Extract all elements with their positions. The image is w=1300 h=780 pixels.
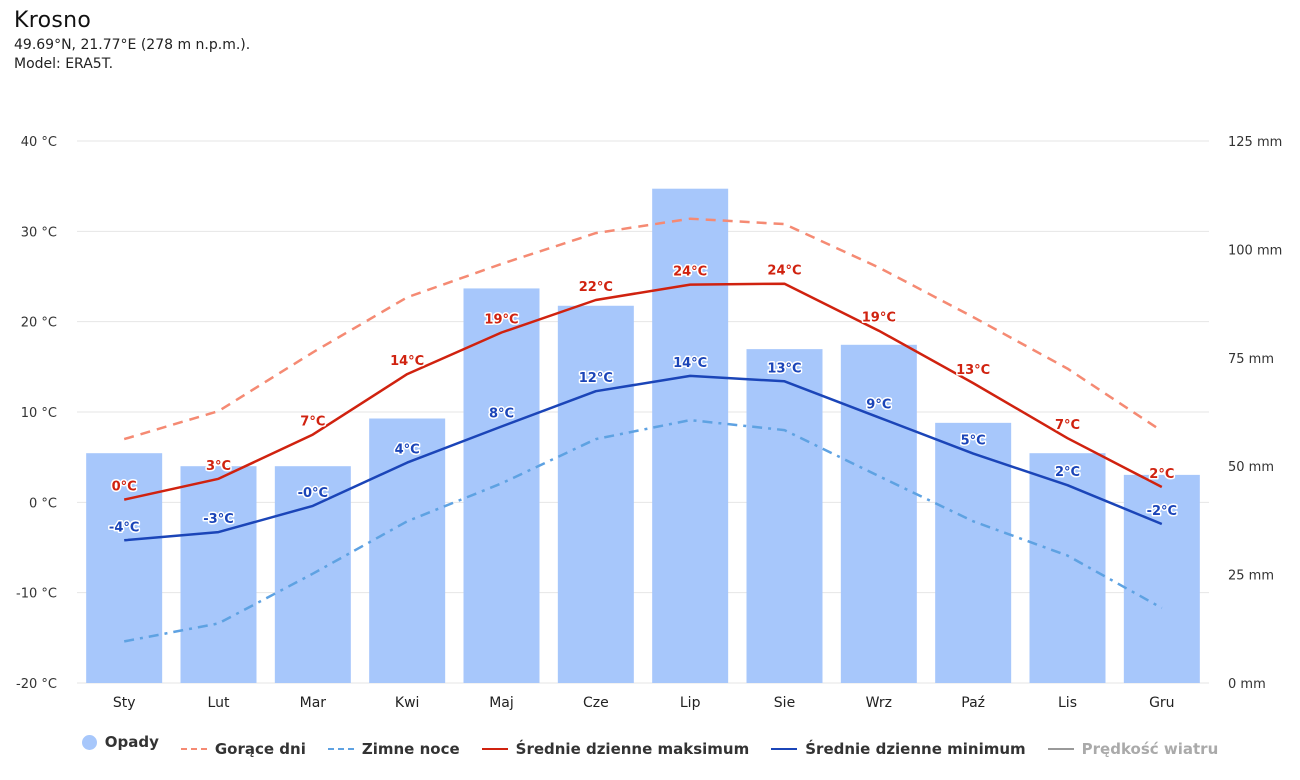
x-category-label: Kwi [395, 695, 420, 711]
legend-label: Opady [104, 733, 159, 751]
x-category-label: Lis [1058, 695, 1077, 711]
precipitation-bar [840, 344, 917, 683]
y-left-tick-label: 0 °C [29, 496, 57, 511]
data-label: 24°C [673, 265, 707, 280]
precipitation-bar [463, 288, 540, 683]
precipitation-bars [86, 188, 1200, 684]
x-category-label: Maj [489, 695, 514, 711]
data-label: -2°C [1147, 504, 1177, 519]
data-label: 13°C [956, 363, 990, 378]
location-title: Krosno [14, 8, 92, 33]
data-label: 24°C [767, 264, 801, 279]
legend-label: Średnie dzienne minimum [805, 739, 1026, 758]
data-label: 0°C [112, 480, 137, 495]
data-label: -4°C [109, 520, 139, 535]
data-labels: 0°C 3°C 7°C 14°C 19°C 22°C 24°C 24°C 19°C 13°C 7°C… [107, 262, 1178, 537]
x-category-label: Paź [961, 695, 985, 711]
y-right-tick-label: 0 mm [1228, 677, 1266, 692]
y-left-tick-label: 10 °C [21, 406, 57, 421]
y-left-tick-label: 20 °C [21, 316, 57, 331]
data-label: 22°C [579, 280, 613, 295]
data-label: 13°C [767, 361, 801, 376]
legend-item-3[interactable]: Zimne noce [327, 739, 460, 758]
data-label: 12°C [579, 371, 613, 386]
legend-line-icon [771, 747, 798, 750]
y-left-tick-label: 40 °C [21, 135, 57, 150]
x-category-label: Cze [583, 695, 609, 711]
data-label: 14°C [673, 356, 707, 371]
y-left-tick-label: 30 °C [21, 225, 57, 240]
data-label: 7°C [1055, 418, 1080, 433]
y-left-tick-label: -10 °C [16, 587, 57, 602]
legend-line-icon [180, 747, 207, 750]
x-category-label: Lut [208, 695, 230, 711]
data-label: 3°C [206, 459, 231, 474]
precipitation-bar [746, 349, 823, 683]
hot-days-line [123, 217, 1163, 441]
data-label: 2°C [1055, 465, 1080, 480]
mean-daily-min-line [124, 374, 1163, 542]
data-label: 19°C [862, 311, 896, 326]
x-category-label: Sty [113, 695, 136, 711]
model-text: Model: ERA5T. [14, 56, 114, 72]
legend-item-6[interactable]: Prędkość wiatru [1047, 739, 1219, 758]
precipitation-bar [86, 453, 163, 683]
legend-label: Prędkość wiatru [1081, 739, 1219, 758]
x-category-label: Gru [1149, 695, 1174, 711]
axes: 40 °C 30 °C 20 °C 10 °C 0 °C -10 °C -20 °C 125 … [16, 135, 1282, 711]
y-left-tick-label: -20 °C [16, 677, 57, 692]
data-label: 2°C [1149, 467, 1174, 482]
data-label: 14°C [390, 354, 424, 369]
x-category-label: Sie [774, 695, 795, 711]
data-label: -3°C [203, 512, 233, 527]
precipitation-bar [1123, 474, 1200, 683]
legend-label: Gorące dni [214, 739, 306, 758]
data-label: 19°C [484, 313, 518, 328]
header: Krosno 49.69°N, 21.77°E (278 m n.p.m.). … [14, 8, 250, 74]
precipitation-bar [935, 422, 1012, 683]
legend-line-icon [481, 747, 508, 750]
data-label: 5°C [961, 434, 986, 449]
y-right-tick-label: 125 mm [1228, 135, 1282, 150]
precipitation-bar [369, 418, 446, 683]
cold-nights-line [123, 418, 1163, 643]
legend-label: Zimne noce [361, 739, 460, 758]
y-right-tick-label: 100 mm [1228, 243, 1282, 258]
y-right-tick-label: 75 mm [1228, 352, 1274, 367]
x-category-label: Mar [300, 695, 327, 711]
legend-item-4[interactable]: Średnie dzienne maksimum [481, 739, 750, 758]
temperature-lines [123, 217, 1163, 643]
mean-daily-max-line [123, 282, 1163, 501]
legend-item-2[interactable]: Gorące dni [180, 739, 306, 758]
legend: Opady Gorące dni Zimne noce Średnie dzienne… [0, 733, 1300, 758]
data-label: 4°C [395, 443, 420, 458]
x-category-label: Wrz [866, 695, 892, 711]
precipitation-bar [1029, 453, 1106, 683]
y-right-tick-label: 50 mm [1228, 460, 1274, 475]
coordinates-text: 49.69°N, 21.77°E (278 m n.p.m.). [14, 37, 251, 53]
climate-chart: 0°C 3°C 7°C 14°C 19°C 22°C 24°C 24°C 19°C 13°C 7°C… [16, 135, 1282, 711]
precipitation-bar [180, 466, 257, 683]
precipitation-bar [652, 188, 729, 684]
x-category-label: Lip [680, 695, 701, 711]
precipitation-bar [557, 305, 634, 683]
legend-dot-icon [81, 734, 97, 750]
legend-item-1[interactable]: Opady [81, 733, 159, 751]
legend-label: Średnie dzienne maksimum [515, 739, 750, 758]
data-label: 8°C [489, 406, 514, 421]
legend-line-icon [1047, 747, 1074, 750]
legend-line-icon [327, 747, 354, 750]
data-label: 7°C [300, 415, 325, 430]
y-right-tick-label: 25 mm [1228, 569, 1274, 584]
legend-item-5[interactable]: Średnie dzienne minimum [771, 739, 1026, 758]
data-label: -0°C [298, 486, 328, 501]
data-label: 9°C [866, 397, 891, 412]
